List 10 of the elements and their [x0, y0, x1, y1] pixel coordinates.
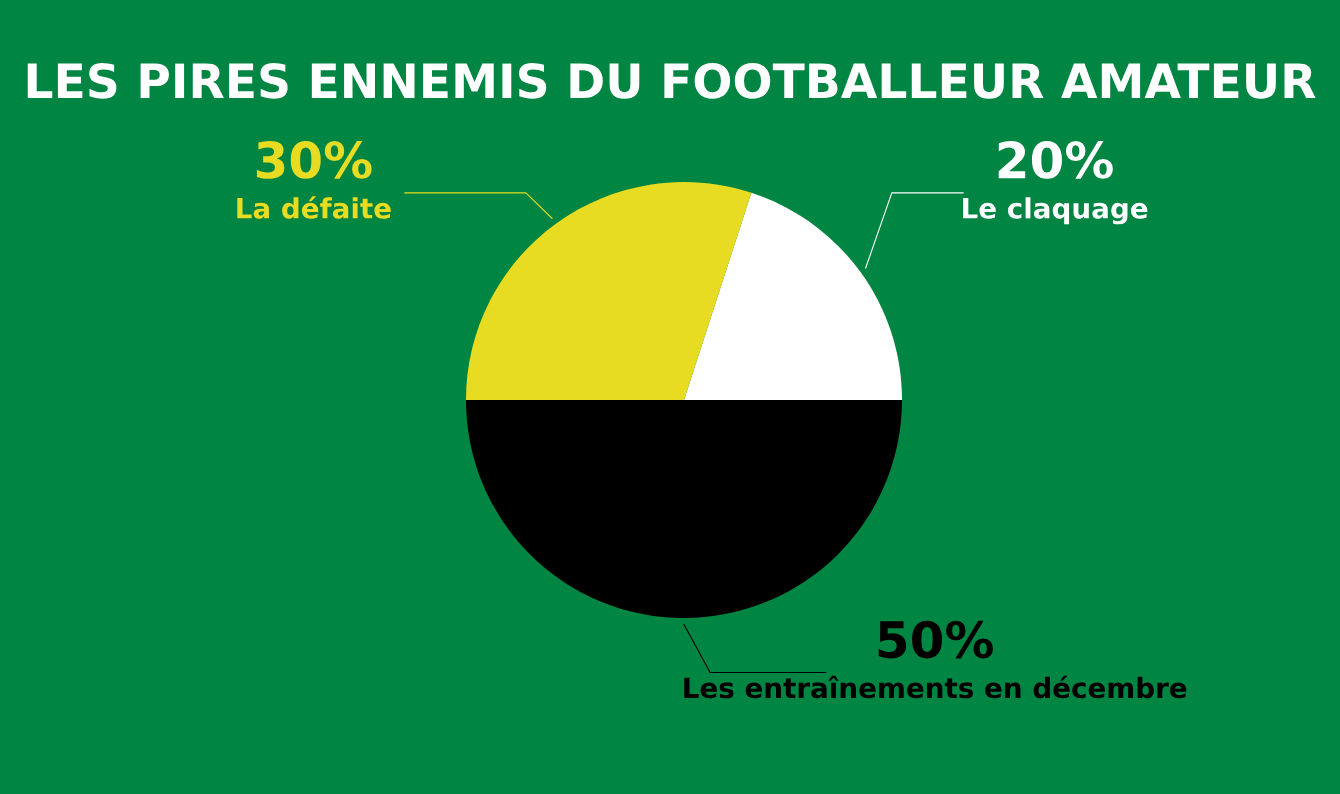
pie-slice	[684, 192, 902, 400]
slice-label: Le claquage	[963, 197, 1148, 225]
slice-label: La défaite	[237, 196, 391, 219]
slice-label: Les entraînements en décembre	[684, 675, 1187, 699]
data-label: 20%	[998, 141, 1113, 179]
pie-slice	[466, 182, 752, 400]
data-label: 50%	[878, 620, 993, 659]
pie-slice	[466, 400, 902, 618]
chart-title: LES PIRES ENNEMIS DU FOOTBALLEUR AMATEUR	[27, 62, 1316, 99]
data-label: 30%	[256, 141, 372, 179]
